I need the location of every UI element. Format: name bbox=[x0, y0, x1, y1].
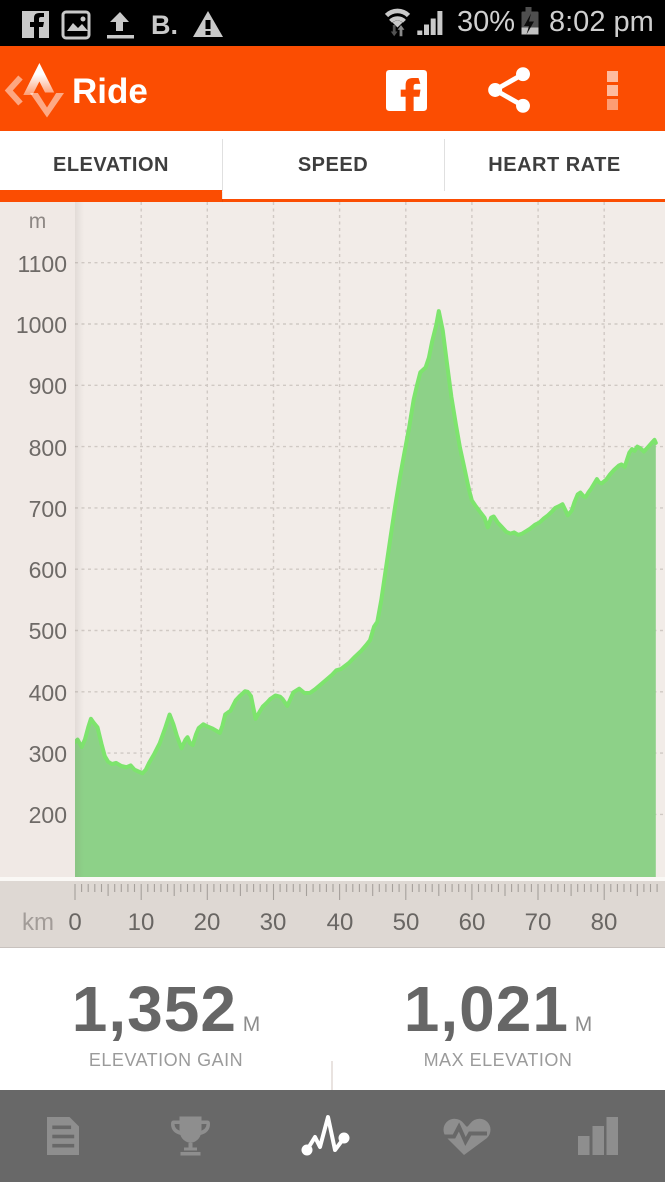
svg-text:B.: B. bbox=[151, 10, 178, 40]
